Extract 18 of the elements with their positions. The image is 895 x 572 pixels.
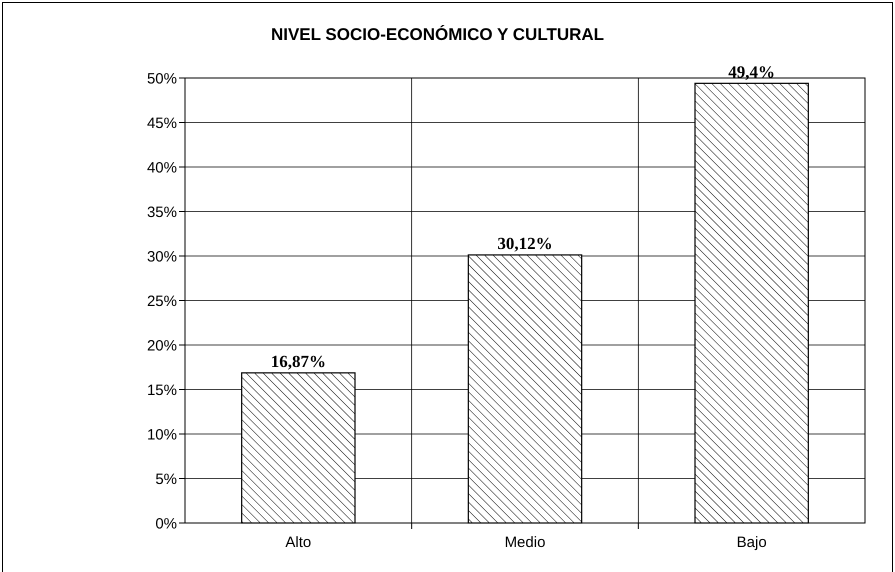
y-tick-label: 0%: [155, 515, 177, 532]
data-label: 16,87%: [270, 352, 326, 371]
x-tick-label: Bajo: [736, 534, 767, 551]
y-tick-label: 15%: [146, 382, 177, 399]
y-tick-label: 50%: [146, 70, 177, 88]
x-tick-label: Medio: [504, 534, 546, 551]
y-tick-label: 45%: [146, 114, 177, 132]
chart-title: NIVEL SOCIO-ECONÓMICO Y CULTURAL: [270, 24, 604, 44]
y-tick-label: 20%: [146, 337, 177, 354]
y-tick-label: 10%: [146, 426, 177, 444]
y-tick-label: 5%: [155, 470, 177, 488]
data-label: 30,12%: [497, 234, 553, 253]
data-label: 49,4%: [728, 62, 776, 82]
y-tick-label: 25%: [146, 292, 177, 310]
y-tick-label: 40%: [146, 159, 177, 176]
x-tick-label: Alto: [285, 534, 312, 551]
y-tick-label: 30%: [146, 248, 177, 266]
y-tick-label: 35%: [146, 204, 177, 221]
